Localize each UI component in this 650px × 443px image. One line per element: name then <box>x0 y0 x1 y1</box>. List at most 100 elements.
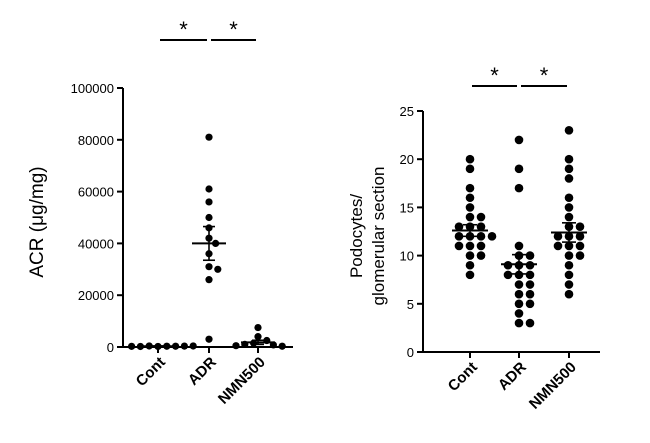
data-point <box>476 241 486 251</box>
data-point <box>454 222 464 231</box>
data-point <box>564 241 574 251</box>
data-point <box>564 270 574 280</box>
data-point <box>128 342 136 350</box>
data-point <box>454 241 464 251</box>
data-point <box>476 251 486 260</box>
y-axis-title: Podocytes/glomerular section <box>347 167 388 306</box>
data-point <box>254 333 262 341</box>
y-tick-label: 0 <box>107 340 114 355</box>
data-point <box>205 213 213 222</box>
y-tick-label: 20000 <box>78 288 114 303</box>
data-point <box>575 251 585 260</box>
y-tick-label: 5 <box>407 297 414 312</box>
data-point <box>454 232 464 241</box>
data-point <box>465 241 475 251</box>
data-point <box>564 125 574 135</box>
y-axis-title-line: Podocytes/ <box>347 194 366 278</box>
data-point <box>525 318 535 328</box>
significance-label: * <box>540 63 549 88</box>
data-point <box>553 232 563 241</box>
data-point <box>514 318 524 328</box>
x-tick-label: NMN500 <box>526 359 580 413</box>
x-tick-label: Cont <box>445 359 481 395</box>
y-tick-label: 0 <box>407 345 414 360</box>
data-point <box>514 309 524 318</box>
data-point <box>465 212 475 222</box>
data-point <box>553 241 563 251</box>
significance-label: * <box>490 63 499 88</box>
data-point <box>465 193 475 203</box>
data-point <box>564 154 574 164</box>
data-point <box>514 299 524 309</box>
data-point <box>575 222 585 231</box>
data-point <box>476 232 486 241</box>
data-point <box>172 342 180 350</box>
x-tick-label: NMN500 <box>215 354 269 408</box>
y-axis-title: ACR (μg/mg) <box>27 166 48 277</box>
data-point <box>205 133 213 141</box>
data-point <box>564 251 574 260</box>
data-point <box>564 193 574 203</box>
data-point <box>205 185 213 193</box>
data-point <box>564 289 574 299</box>
data-point <box>189 342 197 350</box>
data-point <box>514 289 524 299</box>
x-tick-label: Cont <box>133 354 169 390</box>
y-tick-label: 15 <box>400 200 414 215</box>
data-point <box>180 342 188 350</box>
significance-label: * <box>229 17 238 42</box>
data-point <box>205 335 213 343</box>
data-point <box>465 260 475 270</box>
data-point <box>465 154 475 164</box>
data-point <box>525 289 535 299</box>
data-point <box>205 276 213 284</box>
data-point <box>205 198 213 206</box>
data-point <box>503 270 513 280</box>
y-tick-label: 10 <box>400 249 414 264</box>
data-point <box>564 203 574 212</box>
chart-acr: 0 20000 40000 60000 80000 100000 Cont ADRNMN500… <box>27 17 293 408</box>
data-point <box>465 183 475 193</box>
y-tick-label: 40000 <box>78 236 114 251</box>
data-point <box>525 251 535 260</box>
y-tick-label: 25 <box>400 104 414 119</box>
data-point <box>232 342 240 350</box>
data-point <box>278 342 286 350</box>
y-tick-label: 100000 <box>71 81 114 96</box>
y-axis-title-line: glomerular section <box>369 167 388 306</box>
data-point <box>476 222 486 231</box>
data-point <box>476 212 486 222</box>
data-point <box>465 164 475 174</box>
data-point <box>575 241 585 251</box>
data-point <box>514 280 524 289</box>
x-tick-label: ADR <box>495 359 530 394</box>
y-tick-label: 20 <box>400 152 414 167</box>
data-point <box>514 164 524 174</box>
data-point <box>525 280 535 289</box>
significance-label: * <box>179 17 188 42</box>
y-tick-label: 80000 <box>78 133 114 148</box>
y-tick-label: 60000 <box>78 185 114 200</box>
data-point <box>514 183 524 193</box>
data-point <box>575 232 585 241</box>
data-point <box>564 260 574 270</box>
x-tick-label: ADR <box>185 354 220 389</box>
data-point <box>465 251 475 260</box>
data-point <box>514 241 524 251</box>
data-point <box>525 299 535 309</box>
data-point <box>465 270 475 280</box>
data-point <box>564 212 574 222</box>
data-point <box>487 232 497 241</box>
data-point <box>254 323 262 332</box>
data-point <box>525 270 535 280</box>
data-point <box>564 164 574 174</box>
data-point <box>465 203 475 212</box>
data-point <box>214 265 222 273</box>
data-point <box>514 135 524 145</box>
data-point <box>564 174 574 183</box>
data-point <box>136 342 144 351</box>
data-point <box>205 263 213 271</box>
data-point <box>514 270 524 280</box>
data-point <box>564 280 574 289</box>
